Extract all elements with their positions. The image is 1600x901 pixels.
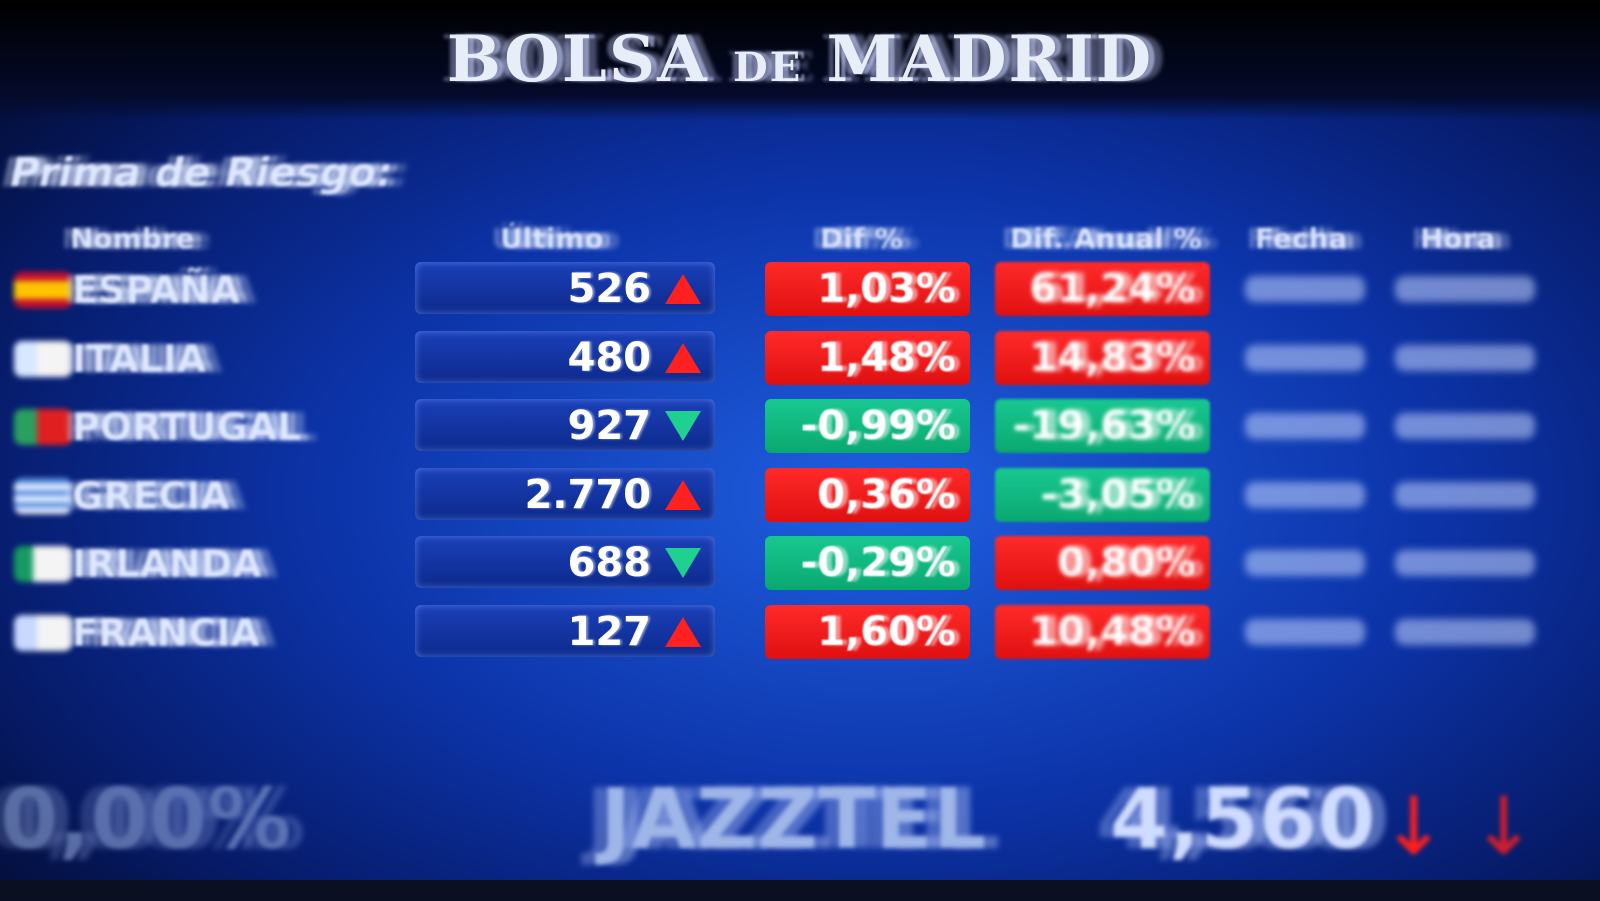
diff-value: 1,60% (817, 608, 956, 655)
annual-cell: -19,63% (995, 399, 1210, 453)
last-value: 688 (567, 540, 652, 586)
flag-icon (14, 477, 72, 514)
last-value: 927 (567, 403, 652, 449)
ticker-left-value: 0,00% (0, 770, 292, 868)
header-annual: Dif. Anual % (1010, 222, 1202, 255)
diff-cell: -0,29% (765, 536, 970, 590)
title-madrid: MADRID (826, 22, 1154, 97)
last-value: 526 (567, 266, 652, 312)
last-value-cell: 2.770 (415, 467, 715, 520)
triangle-down-icon (665, 548, 701, 578)
annual-cell: 10,48% (995, 604, 1210, 659)
country-name: ITALIA (72, 336, 207, 381)
header-diff: Dif % (820, 222, 903, 255)
date-value-blurred (1245, 550, 1365, 576)
header-band (0, 0, 1600, 120)
time-value-blurred (1395, 344, 1535, 371)
last-value-cell: 480 (415, 330, 715, 383)
country-name: GRECIA (72, 473, 230, 518)
bottom-frame (0, 880, 1600, 901)
diff-value: -0,29% (800, 540, 956, 586)
header-time: Hora (1420, 222, 1496, 255)
annual-value: -3,05% (1040, 471, 1196, 518)
flag-icon (14, 340, 72, 377)
triangle-down-icon (665, 411, 701, 441)
diff-value: 0,36% (817, 471, 956, 518)
flag-icon (14, 409, 72, 445)
time-value-blurred (1395, 413, 1535, 439)
annual-value: -19,63% (1012, 403, 1196, 449)
annual-cell: 14,83% (995, 330, 1210, 385)
board-title: BOLSA DE MADRID (0, 22, 1600, 97)
date-value-blurred (1245, 344, 1365, 371)
time-value-blurred (1395, 550, 1535, 576)
table-row: FRANCIA 127 1,60% 10,48% (0, 604, 1600, 661)
ticker-price: 4,560 (1110, 770, 1376, 868)
time-value-blurred (1395, 618, 1535, 645)
last-value-cell: 688 (415, 536, 715, 588)
diff-value: 1,03% (817, 266, 956, 312)
diff-cell: 1,48% (765, 330, 970, 385)
diff-cell: 0,36% (765, 467, 970, 522)
ticker-symbol: JAZZTEL (600, 770, 987, 868)
diff-value: 1,48% (817, 334, 956, 381)
section-title: Prima de Riesgo: (5, 150, 398, 196)
table-row: GRECIA 2.770 0,36% -3,05% (0, 467, 1600, 524)
last-value-cell: 526 (415, 262, 715, 314)
header-name: Nombre (70, 222, 195, 255)
date-value-blurred (1245, 618, 1365, 645)
triangle-up-icon (665, 479, 701, 510)
last-value-cell: 127 (415, 604, 715, 657)
annual-cell: 61,24% (995, 262, 1210, 316)
annual-cell: 0,80% (995, 536, 1210, 590)
down-arrow-icon: ↓ (1380, 780, 1448, 873)
title-bolsa: BOLSA (446, 22, 709, 97)
flag-icon (14, 546, 72, 582)
diff-cell: 1,03% (765, 262, 970, 316)
diff-value: -0,99% (800, 403, 956, 449)
annual-value: 61,24% (1029, 266, 1196, 312)
time-value-blurred (1395, 481, 1535, 508)
table-row: IRLANDA 688 -0,29% 0,80% (0, 536, 1600, 592)
triangle-up-icon (665, 342, 701, 373)
last-value: 127 (567, 608, 652, 655)
date-value-blurred (1245, 276, 1365, 302)
last-value: 480 (567, 334, 652, 381)
country-name: ESPAÑA (72, 268, 241, 312)
triangle-up-icon (665, 616, 701, 647)
title-de: DE (733, 44, 803, 91)
time-value-blurred (1395, 276, 1535, 302)
annual-value: 0,80% (1057, 540, 1196, 586)
table-row: ITALIA 480 1,48% 14,83% (0, 330, 1600, 387)
flag-icon (14, 272, 72, 308)
annual-value: 14,83% (1029, 334, 1196, 381)
flag-icon (14, 614, 72, 651)
country-name: IRLANDA (72, 542, 262, 586)
annual-cell: -3,05% (995, 467, 1210, 522)
header-last: Último (500, 222, 604, 255)
date-value-blurred (1245, 481, 1365, 508)
table-row: PORTUGAL 927 -0,99% -19,63% (0, 399, 1600, 455)
diff-cell: 1,60% (765, 604, 970, 659)
date-value-blurred (1245, 413, 1365, 439)
triangle-up-icon (665, 274, 701, 304)
country-name: PORTUGAL (72, 405, 302, 449)
last-value-cell: 927 (415, 399, 715, 451)
table-row: ESPAÑA 526 1,03% 61,24% (0, 262, 1600, 318)
country-name: FRANCIA (72, 610, 260, 655)
last-value: 2.770 (524, 471, 651, 518)
header-date: Fecha (1255, 222, 1348, 255)
down-arrow-icon: ↓ (1470, 780, 1538, 873)
annual-value: 10,48% (1029, 608, 1196, 655)
diff-cell: -0,99% (765, 399, 970, 453)
